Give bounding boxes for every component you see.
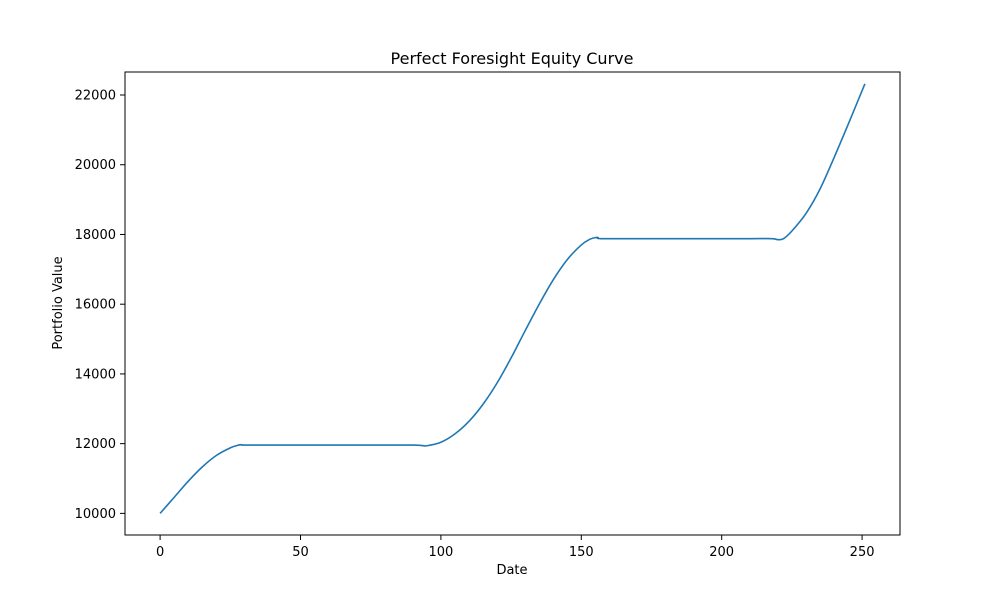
y-axis: 10000 12000 14000 16000 18000 20000 22000 xyxy=(75,89,125,522)
x-tick-label: 200 xyxy=(709,545,734,560)
y-tick-label: 16000 xyxy=(75,298,116,313)
y-tick-label: 18000 xyxy=(75,228,116,243)
y-axis-label: Portfolio Value xyxy=(51,256,66,349)
y-tick-label: 20000 xyxy=(75,158,116,173)
x-tick-label: 50 xyxy=(292,545,309,560)
x-tick-label: 100 xyxy=(428,545,453,560)
chart-title: Perfect Foresight Equity Curve xyxy=(391,49,634,68)
x-tick-label: 150 xyxy=(569,545,594,560)
y-tick-label: 22000 xyxy=(75,89,116,104)
plot-area xyxy=(124,71,901,536)
x-tick-label: 250 xyxy=(850,545,875,560)
y-tick-label: 10000 xyxy=(75,507,116,522)
x-axis-label: Date xyxy=(496,563,527,578)
x-axis: 0 50 100 150 200 250 xyxy=(156,535,875,560)
portfolio-value-line xyxy=(159,83,866,514)
y-tick-label: 12000 xyxy=(75,437,116,452)
y-tick-label: 14000 xyxy=(75,367,116,382)
x-tick-label: 0 xyxy=(156,545,164,560)
